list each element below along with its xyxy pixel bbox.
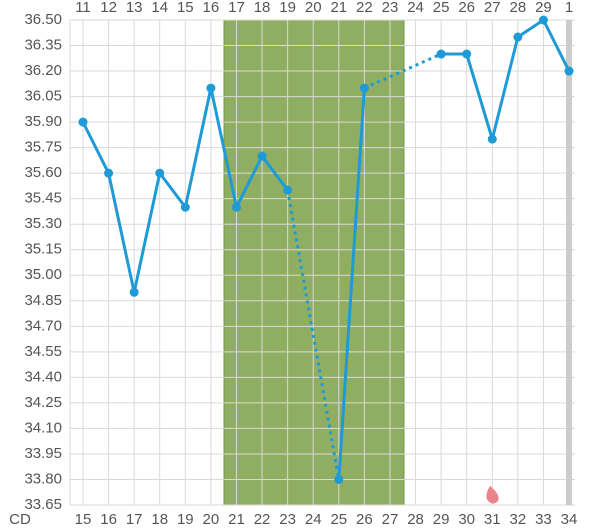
point — [283, 185, 293, 195]
date-label: 24 — [407, 0, 424, 16]
y-tick-label: 35.00 — [24, 266, 62, 283]
point — [206, 83, 216, 93]
date-label: 16 — [203, 0, 220, 16]
x-tick-label: 16 — [100, 511, 117, 527]
date-label: 12 — [100, 0, 117, 16]
x-tick-label: 28 — [407, 511, 424, 527]
x-tick-label: 32 — [510, 511, 527, 527]
y-tick-label: 36.20 — [24, 62, 62, 79]
x-tick-label: 34 — [561, 511, 578, 527]
y-tick-label: 34.70 — [24, 317, 62, 334]
date-label: 15 — [177, 0, 194, 16]
y-tick-label: 35.45 — [24, 190, 62, 207]
date-label: 13 — [126, 0, 143, 16]
x-tick-label: 22 — [254, 511, 271, 527]
x-tick-label: 18 — [151, 511, 168, 527]
shaded-window — [223, 19, 405, 506]
date-label: 18 — [254, 0, 271, 16]
x-tick-label: 19 — [177, 511, 194, 527]
x-tick-label: 20 — [203, 511, 220, 527]
y-tick-label: 34.55 — [24, 343, 62, 360]
point — [462, 49, 472, 59]
date-label: 22 — [356, 0, 373, 16]
x-tick-label: 27 — [382, 511, 399, 527]
date-label: 29 — [535, 0, 552, 16]
x-tick-label: 29 — [433, 511, 450, 527]
x-tick-label: 26 — [356, 511, 373, 527]
line — [337, 87, 366, 480]
point — [78, 117, 88, 127]
y-tick-label: 34.25 — [24, 394, 62, 411]
x-tick-label: 31 — [484, 511, 501, 527]
cycle-start-bar — [566, 20, 572, 505]
y-tick-label: 35.30 — [24, 215, 62, 232]
date-label: 23 — [382, 0, 399, 16]
x-tick-label: 21 — [228, 511, 245, 527]
y-tick-label: 34.10 — [24, 419, 62, 436]
date-label: 28 — [510, 0, 527, 16]
point — [155, 168, 165, 178]
date-label: 11 — [75, 0, 91, 16]
point — [538, 15, 548, 25]
y-tick-label: 33.95 — [24, 445, 62, 462]
x-tick-label: 15 — [75, 511, 92, 527]
y-tick-label: 35.60 — [24, 164, 62, 181]
x-axis-label: CD — [9, 511, 31, 527]
y-tick-label: 35.90 — [24, 113, 62, 130]
x-tick-label: 25 — [330, 511, 347, 527]
x-tick-label: 30 — [458, 511, 475, 527]
y-tick-label: 36.35 — [24, 36, 62, 53]
x-tick-label: 33 — [535, 511, 552, 527]
point — [334, 474, 344, 484]
date-label: 14 — [151, 0, 168, 16]
line — [441, 18, 571, 141]
point — [359, 83, 369, 93]
point — [487, 134, 497, 144]
date-label: 26 — [458, 0, 475, 16]
y-tick-label: 33.80 — [24, 470, 62, 487]
y-tick-label: 33.65 — [24, 496, 62, 513]
point — [129, 287, 139, 297]
date-label: 19 — [279, 0, 296, 16]
point — [257, 151, 267, 161]
grid — [69, 19, 575, 506]
y-tick-label: 35.15 — [24, 241, 62, 258]
date-label: 20 — [305, 0, 322, 16]
point — [564, 66, 574, 76]
y-tick-label: 36.05 — [24, 88, 62, 105]
point — [180, 202, 190, 212]
x-tick-label: 24 — [305, 511, 322, 527]
point — [104, 168, 114, 178]
y-tick-label: 34.85 — [24, 292, 62, 309]
y-tick-label: 35.75 — [24, 139, 62, 156]
date-label: 1 — [565, 0, 573, 16]
point — [436, 49, 446, 59]
date-label: 25 — [433, 0, 450, 16]
x-tick-label: 23 — [279, 511, 296, 527]
point — [513, 32, 523, 42]
y-tick-label: 34.40 — [24, 368, 62, 385]
y-tick-label: 36.50 — [24, 11, 62, 28]
date-label: 17 — [228, 0, 245, 16]
period-drop — [486, 486, 499, 504]
x-tick-label: 17 — [126, 511, 143, 527]
date-label: 27 — [484, 0, 501, 16]
point — [231, 202, 241, 212]
date-label: 21 — [330, 0, 347, 16]
